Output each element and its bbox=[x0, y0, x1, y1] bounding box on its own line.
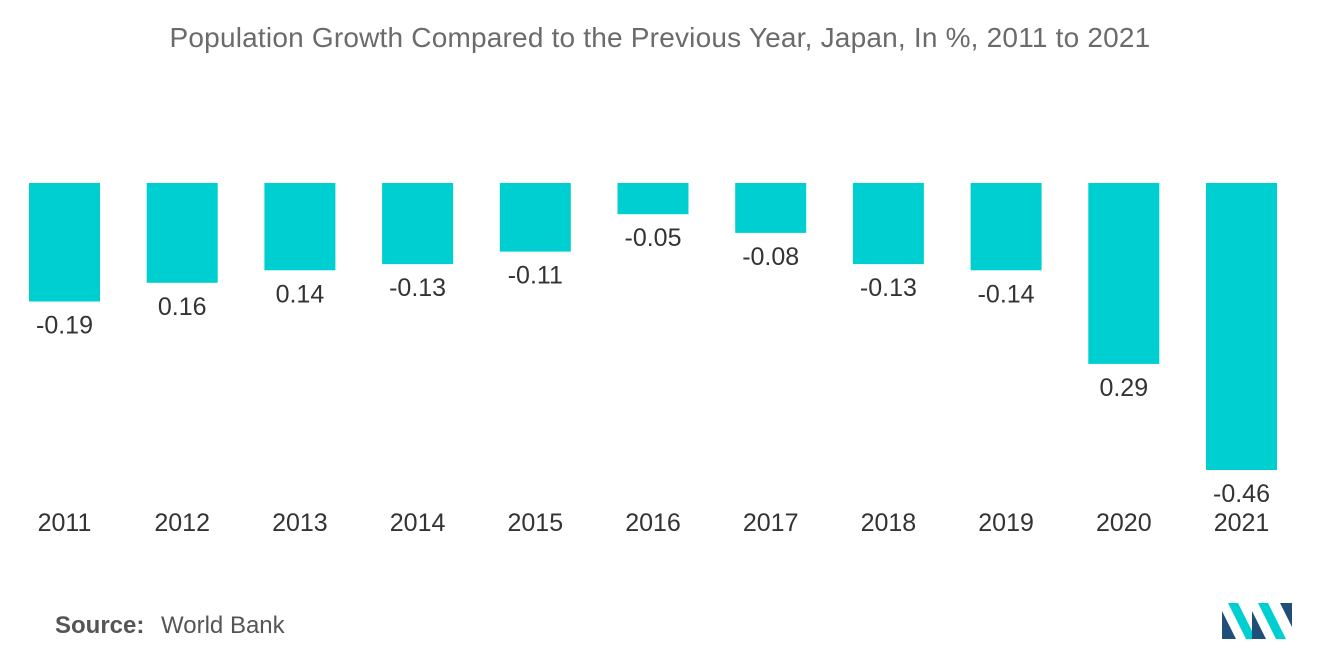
data-label-2017: -0.08 bbox=[742, 243, 799, 271]
bar-2020 bbox=[1088, 183, 1160, 364]
bar-chart: -0.19 2011 0.16 2012 0.14 2013 -0.13 2014 -0.11 2… bbox=[29, 183, 1277, 537]
x-tick-label-2011: 2011 bbox=[38, 509, 92, 537]
x-tick-label-2017: 2017 bbox=[743, 509, 799, 537]
bar-2015 bbox=[499, 183, 571, 252]
x-tick-label-2012: 2012 bbox=[154, 509, 210, 537]
data-label-2018: -0.13 bbox=[860, 274, 917, 302]
source-note: Source: World Bank bbox=[55, 612, 285, 640]
data-label-2021: -0.46 bbox=[1213, 480, 1270, 508]
source-key: Source: bbox=[55, 612, 145, 639]
bar-2018 bbox=[852, 183, 924, 265]
x-tick-label-2021: 2021 bbox=[1214, 509, 1270, 537]
data-label-2013: 0.14 bbox=[276, 280, 325, 308]
data-label-2016: -0.05 bbox=[625, 224, 682, 252]
x-tick-label-2019: 2019 bbox=[978, 509, 1034, 537]
bar-2016 bbox=[617, 183, 689, 215]
bar-2012 bbox=[146, 183, 218, 283]
x-tick-label-2015: 2015 bbox=[507, 509, 563, 537]
chart-title: Population Growth Compared to the Previo… bbox=[169, 22, 1151, 53]
data-label-2015: -0.11 bbox=[508, 262, 563, 290]
x-tick-label-2020: 2020 bbox=[1096, 509, 1152, 537]
bar-2011 bbox=[29, 183, 100, 302]
data-label-2012: 0.16 bbox=[158, 293, 207, 321]
bar-2021 bbox=[1206, 183, 1277, 470]
bar-2019 bbox=[970, 183, 1042, 271]
data-label-2019: -0.14 bbox=[978, 280, 1035, 308]
x-tick-label-2016: 2016 bbox=[625, 509, 681, 537]
bar-2013 bbox=[264, 183, 336, 271]
x-tick-label-2014: 2014 bbox=[390, 509, 446, 537]
bar-2014 bbox=[382, 183, 454, 265]
data-label-2014: -0.13 bbox=[389, 274, 446, 302]
data-label-2011: -0.19 bbox=[36, 312, 93, 340]
source-value: World Bank bbox=[161, 612, 285, 639]
data-label-2020: 0.29 bbox=[1099, 374, 1148, 402]
brand-logo-icon bbox=[1222, 603, 1292, 639]
bar-2017 bbox=[735, 183, 807, 233]
x-tick-label-2013: 2013 bbox=[272, 509, 328, 537]
x-tick-label-2018: 2018 bbox=[861, 509, 917, 537]
